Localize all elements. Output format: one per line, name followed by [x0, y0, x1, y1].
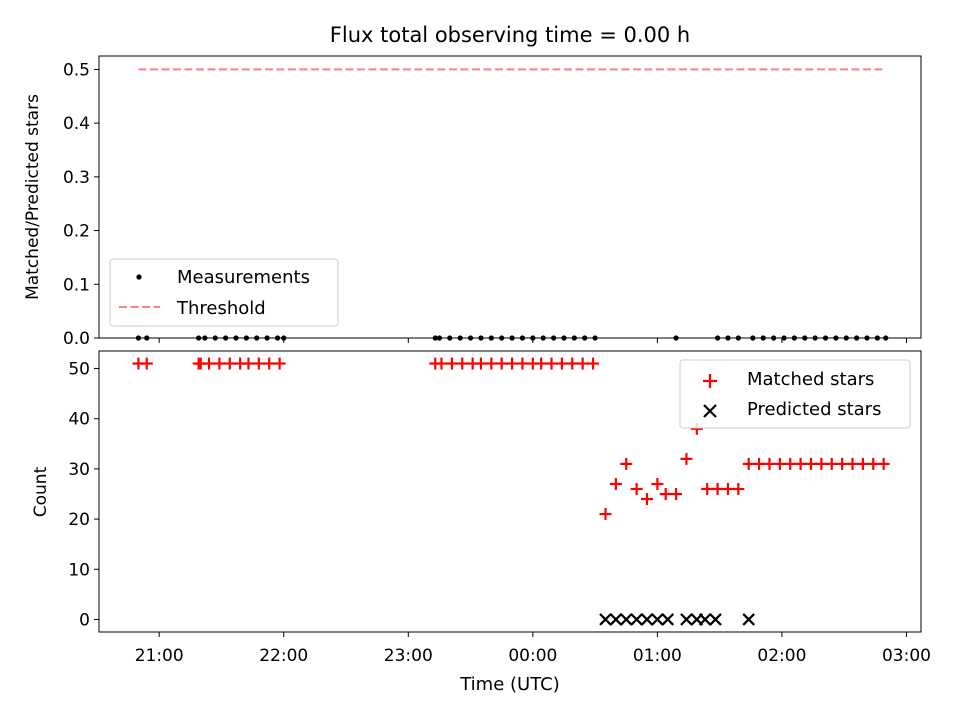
matched-star-point — [599, 508, 612, 521]
top-y-tick-label: 0.0 — [63, 329, 90, 349]
bottom-y-tick-label: 50 — [68, 360, 90, 380]
predicted-star-point — [698, 613, 712, 626]
matched-star-point — [680, 452, 693, 465]
predicted-star-point — [609, 613, 623, 626]
matched-star-point — [535, 357, 548, 370]
matched-star-point — [566, 357, 579, 370]
bottom-legend: Matched stars Predicted stars — [679, 359, 911, 429]
matched-star-point — [223, 357, 236, 370]
predicted-star-point — [742, 613, 755, 626]
matched-star-point — [495, 357, 508, 370]
bottom-x-tick-label: 03:00 — [882, 646, 931, 666]
matched-star-point — [651, 477, 664, 490]
top-axes-frame — [98, 55, 922, 339]
matched-star-point — [856, 457, 869, 470]
matched-star-point — [877, 457, 890, 470]
predicted-star-point — [619, 613, 633, 626]
bottom-x-tick-label: 22:00 — [259, 646, 308, 666]
matched-star-point — [732, 482, 745, 495]
predicted-star-point — [599, 613, 612, 626]
matched-star-point — [804, 457, 817, 470]
matched-star-point — [252, 357, 265, 370]
matched-star-point — [815, 457, 828, 470]
bottom-x-tick-label: 21:00 — [135, 646, 184, 666]
matched-star-point — [485, 357, 498, 370]
legend-matched-marker — [703, 374, 717, 388]
top-y-tick-label: 0.4 — [63, 114, 90, 134]
matched-star-point — [641, 493, 653, 506]
top-y-tick-label: 0.3 — [63, 168, 90, 188]
matched-star-point — [784, 457, 797, 470]
matched-star-point — [263, 357, 276, 370]
top-y-tick-label: 0.1 — [63, 275, 90, 295]
matched-star-point — [794, 457, 807, 470]
bottom-x-tick-label: 02:00 — [757, 646, 806, 666]
matched-star-point — [213, 357, 226, 370]
matched-star-point — [825, 457, 838, 470]
matched-star-point — [474, 357, 487, 370]
matched-star-point — [630, 482, 643, 495]
matched-star-point — [836, 457, 849, 470]
matched-star-point — [701, 482, 714, 495]
predicted-star-point — [680, 613, 693, 626]
matched-star-point — [445, 357, 458, 370]
matched-star-point — [609, 477, 622, 490]
matched-star-point — [721, 482, 734, 495]
top-y-axis-label: Matched/Predicted stars — [23, 94, 43, 300]
bottom-y-tick-label: 40 — [68, 410, 90, 430]
matched-star-point — [763, 457, 776, 470]
legend-measurements-marker — [136, 274, 142, 280]
top-y-tick-label: 0.5 — [63, 60, 90, 80]
matched-star-point — [742, 457, 755, 470]
predicted-star-point — [651, 613, 664, 626]
matched-star-point — [711, 482, 724, 495]
bottom-x-tick-label: 00:00 — [508, 646, 557, 666]
predicted-star-point — [709, 613, 722, 626]
matched-star-point — [555, 357, 568, 370]
top-chart-title: Flux total observing time = 0.00 h — [330, 23, 690, 47]
matched-star-point — [456, 357, 469, 370]
bottom-x-tick-label: 23:00 — [384, 646, 433, 666]
matched-star-point — [620, 457, 633, 470]
bottom-y-tick-label: 30 — [68, 460, 90, 480]
matched-star-point — [516, 357, 529, 370]
bottom-y-tick-label: 0 — [79, 610, 90, 630]
top-plot-area: 0.0 0.1 0.2 0.3 0.4 0.5 — [63, 55, 922, 349]
bottom-plot-area: 0 10 20 30 40 50 21:00 22:00 23:00 00:00 01:00 02:0… — [68, 350, 931, 666]
bottom-y-tick-label: 10 — [68, 560, 90, 580]
legend-measurements-label: Measurements — [177, 267, 310, 288]
matched-star-point — [273, 357, 286, 370]
matched-star-point — [753, 457, 766, 470]
predicted-star-point — [661, 613, 675, 626]
matched-star-point — [506, 357, 519, 370]
legend-threshold-label: Threshold — [176, 298, 266, 319]
matched-star-point — [545, 357, 558, 370]
matched-star-point — [435, 357, 448, 370]
bottom-y-tick-label: 20 — [68, 510, 90, 530]
matched-star-point — [140, 357, 153, 370]
matched-star-point — [867, 457, 880, 470]
predicted-star-point — [640, 613, 654, 626]
top-y-tick-label: 0.2 — [63, 222, 90, 242]
top-legend: Measurements Threshold — [109, 258, 339, 327]
matched-star-point — [773, 457, 786, 470]
matched-star-point — [587, 357, 600, 370]
predicted-star-point — [630, 613, 643, 626]
bottom-axes-frame — [98, 350, 922, 633]
matched-star-point — [659, 488, 672, 501]
bottom-y-axis-label: Count — [31, 466, 51, 517]
matched-star-point — [670, 488, 683, 501]
x-axis-label: Time (UTC) — [459, 674, 560, 695]
matched-star-point — [846, 457, 859, 470]
matched-star-point — [242, 357, 255, 370]
bottom-x-tick-label: 01:00 — [633, 646, 682, 666]
legend-predicted-marker — [703, 404, 717, 418]
matched-star-point — [576, 357, 589, 370]
legend-matched-label: Matched stars — [747, 369, 874, 390]
matched-star-point — [203, 357, 216, 370]
legend-predicted-label: Predicted stars — [747, 399, 881, 420]
